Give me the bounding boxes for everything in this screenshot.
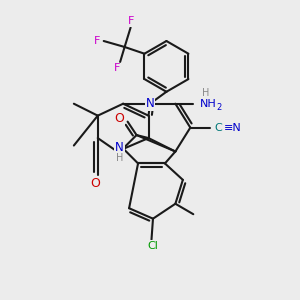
Text: H: H xyxy=(116,153,123,163)
Text: F: F xyxy=(128,16,134,26)
Text: 2: 2 xyxy=(216,103,221,112)
Text: Cl: Cl xyxy=(148,241,158,251)
Text: F: F xyxy=(114,64,120,74)
Text: ≡N: ≡N xyxy=(224,123,242,133)
Text: O: O xyxy=(114,112,124,125)
Text: F: F xyxy=(94,36,100,46)
Text: O: O xyxy=(90,177,100,190)
Text: NH: NH xyxy=(200,99,217,109)
Text: H: H xyxy=(202,88,209,98)
Text: N: N xyxy=(146,97,154,110)
Text: N: N xyxy=(115,141,124,154)
Text: C: C xyxy=(214,123,222,133)
